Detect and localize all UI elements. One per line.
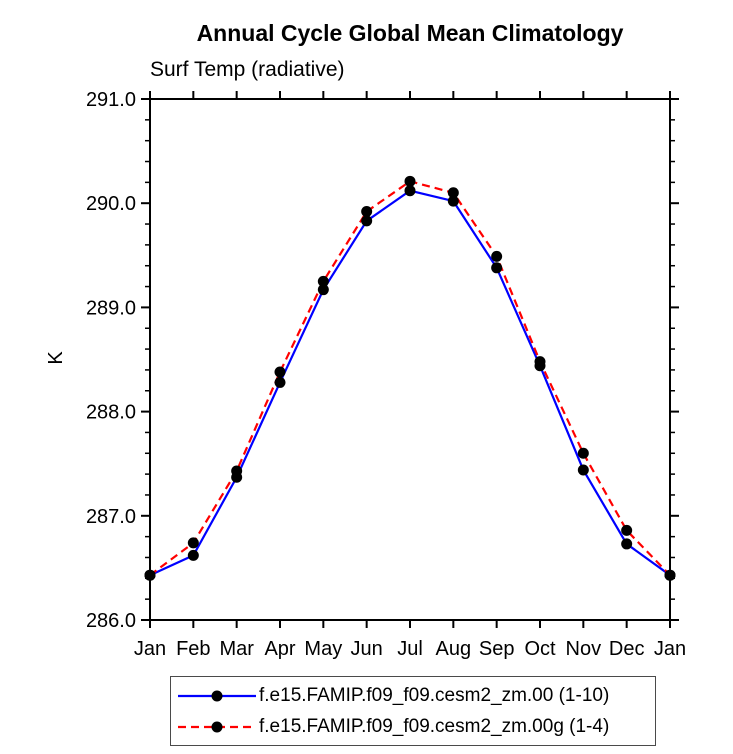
x-tick-label: Oct bbox=[524, 638, 556, 660]
data-point-marker-series-1 bbox=[621, 524, 633, 536]
x-tick-label: Feb bbox=[176, 638, 210, 660]
data-point-marker-series-1 bbox=[231, 465, 243, 477]
legend-item-series-1: f.e15.FAMIP.f09_f09.cesm2_zm.00g (1-4) bbox=[175, 711, 655, 742]
legend-label-series-0: f.e15.FAMIP.f09_f09.cesm2_zm.00 (1-10) bbox=[259, 684, 610, 706]
legend-line-sample-red bbox=[178, 721, 256, 732]
data-point-marker-series-1 bbox=[361, 206, 373, 218]
y-tick-label: 289.0 bbox=[86, 297, 136, 319]
y-axis-label: K bbox=[45, 351, 67, 365]
data-point-marker-series-0 bbox=[577, 464, 589, 476]
data-point-marker-series-0 bbox=[317, 284, 329, 296]
data-point-marker-series-0 bbox=[404, 185, 416, 197]
series-line-0 bbox=[149, 189, 671, 577]
data-point-marker-series-0 bbox=[447, 195, 459, 207]
series-line-1 bbox=[149, 180, 671, 577]
data-point-marker-series-1 bbox=[274, 366, 286, 378]
x-tick-label: Nov bbox=[566, 638, 602, 660]
x-tick-label: Mar bbox=[219, 638, 254, 660]
legend-label-series-1: f.e15.FAMIP.f09_f09.cesm2_zm.00g (1-4) bbox=[259, 715, 610, 737]
data-point-marker-series-0 bbox=[274, 376, 286, 388]
legend-item-series-0: f.e15.FAMIP.f09_f09.cesm2_zm.00 (1-10) bbox=[175, 680, 655, 711]
chart-subtitle: Surf Temp (radiative) bbox=[150, 58, 345, 81]
legend-marker-dot bbox=[211, 721, 223, 732]
data-point-marker-series-1 bbox=[317, 275, 329, 287]
x-tick-label: Aug bbox=[436, 638, 472, 660]
data-point-marker-series-1 bbox=[491, 250, 503, 262]
x-tick-label: Jan bbox=[134, 638, 166, 660]
data-point-marker-series-1 bbox=[664, 569, 676, 581]
x-tick-label: Jul bbox=[397, 638, 423, 660]
data-point-marker-series-1 bbox=[534, 356, 546, 368]
x-tick-label: Jun bbox=[351, 638, 383, 660]
data-point-marker-series-1 bbox=[144, 569, 156, 581]
legend: f.e15.FAMIP.f09_f09.cesm2_zm.00 (1-10) f… bbox=[170, 676, 656, 746]
x-tick-label: Dec bbox=[609, 638, 645, 660]
legend-line-sample-blue bbox=[178, 690, 256, 701]
chart-title: Annual Cycle Global Mean Climatology bbox=[196, 20, 624, 46]
legend-marker-dot bbox=[211, 690, 223, 701]
y-tick-label: 287.0 bbox=[86, 506, 136, 528]
y-tick-label: 290.0 bbox=[86, 193, 136, 215]
data-point-marker-series-0 bbox=[361, 215, 373, 227]
x-tick-label: Apr bbox=[264, 638, 295, 660]
data-point-marker-series-0 bbox=[621, 538, 633, 550]
y-tick-label: 286.0 bbox=[86, 610, 136, 632]
y-tick-label: 291.0 bbox=[86, 89, 136, 111]
x-tick-label: May bbox=[304, 638, 342, 660]
y-tick-label: 288.0 bbox=[86, 402, 136, 424]
x-tick-label: Jan bbox=[654, 638, 686, 660]
data-point-marker-series-0 bbox=[491, 262, 503, 274]
data-point-marker-series-1 bbox=[447, 187, 459, 199]
data-point-marker-series-0 bbox=[187, 549, 199, 561]
x-tick-label: Sep bbox=[479, 638, 515, 660]
data-point-marker-series-1 bbox=[577, 447, 589, 459]
data-point-marker-series-1 bbox=[404, 175, 416, 187]
data-point-marker-series-1 bbox=[187, 537, 199, 549]
